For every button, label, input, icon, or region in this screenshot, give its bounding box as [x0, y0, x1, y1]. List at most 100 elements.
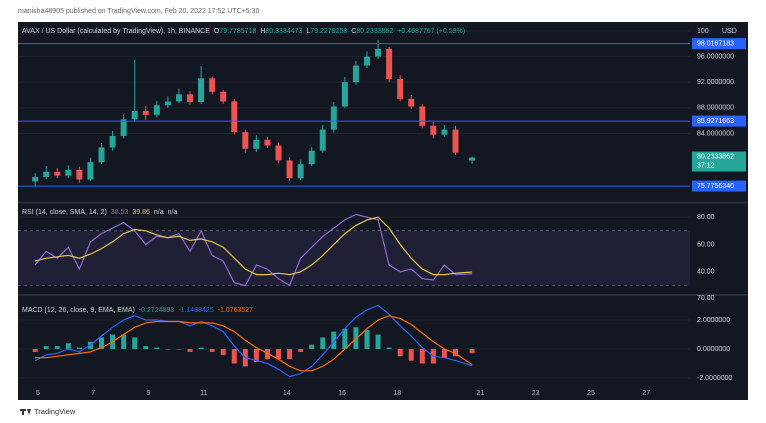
current-price-label: 80.2333862 [697, 153, 734, 160]
candle-body [308, 150, 315, 165]
histogram-bar [209, 349, 215, 352]
histogram-bar [76, 347, 82, 350]
candle-body [375, 48, 382, 57]
histogram-bar [99, 337, 105, 350]
candle-body [441, 129, 448, 135]
x-tick-label: 14 [283, 390, 291, 397]
x-tick-label: 23 [532, 390, 540, 397]
histogram-bar [331, 331, 337, 350]
legend-item: MACD (12, 26, close, 9, EMA, EMA) [22, 307, 135, 314]
x-tick-label: 7 [91, 390, 95, 397]
brand-name: TradingView [34, 407, 76, 416]
x-tick-label: 25 [587, 390, 595, 397]
x-tick-label: 5 [36, 390, 40, 397]
legend-item: 79.7785718 [219, 28, 256, 35]
x-tick-label: 16 [338, 390, 346, 397]
candle-body [43, 171, 50, 177]
legend-item: 80.3334473 [265, 28, 302, 35]
histogram-bar [132, 337, 138, 350]
candle-body [120, 119, 127, 136]
histogram-bar [253, 349, 259, 363]
legend-item: -1.0763527 [218, 307, 254, 314]
histogram-bar [65, 343, 71, 350]
y-tick-label: 100 [697, 28, 709, 35]
candle-body [175, 94, 182, 102]
candle-body [32, 176, 39, 182]
brand-logo [20, 409, 31, 415]
histogram-bar [187, 349, 193, 352]
chart-background [18, 22, 748, 400]
histogram-bar [43, 346, 49, 350]
candle-body [131, 111, 138, 120]
histogram-bar [121, 334, 127, 350]
candle-body [297, 164, 304, 179]
histogram-bar [198, 347, 204, 350]
x-tick-label: 18 [394, 390, 402, 397]
x-tick-label: 21 [476, 390, 484, 397]
legend-item: RSI (14, close, SMA, 14, 2) [22, 209, 107, 216]
histogram-bar [452, 349, 458, 357]
histogram-bar [165, 349, 171, 350]
histogram-bar [397, 349, 403, 357]
histogram-bar [469, 349, 475, 353]
y-tick-label: -2.0000000 [697, 375, 733, 382]
legend-item: 38.53 [111, 209, 129, 216]
y-tick-label: 80.00 [697, 214, 715, 221]
x-tick-label: 11 [200, 390, 207, 397]
histogram-bar [408, 349, 414, 361]
y-tick-label: 0.0000000 [697, 346, 730, 353]
histogram-bar [287, 349, 293, 360]
countdown-label: 37:12 [697, 162, 715, 169]
candle-body [242, 132, 249, 149]
legend-item: H [260, 28, 265, 35]
y-tick-label: 60.00 [697, 241, 715, 248]
candle-body [164, 101, 171, 106]
candle-body [153, 105, 160, 115]
legend-item: -1.1488425 [178, 307, 214, 314]
series-line [34, 304, 473, 378]
histogram-bar [419, 349, 425, 364]
legend: RSI (14, close, SMA, 14, 2) 38.53 39.86 n/a… [22, 209, 177, 216]
legend-item: n/a [154, 209, 164, 216]
legend-item: C [351, 28, 356, 35]
histogram-bar [220, 349, 226, 355]
legend-item: -0.2724898 [139, 307, 175, 314]
y-tick-label: 84.0000000 [697, 130, 734, 137]
candle-body [452, 129, 459, 153]
legend-item: n/a [168, 209, 178, 216]
price-line-label: 85.9271663 [697, 118, 734, 125]
y-tick-label: 88.0000000 [697, 105, 734, 112]
legend-item: +0.4687767 (+0.59%) [397, 28, 465, 35]
histogram-bar [364, 330, 370, 350]
scale-label: 70.00 [697, 295, 715, 302]
histogram-bar [264, 349, 270, 360]
candle-body [419, 106, 426, 126]
candle-body [220, 91, 227, 102]
candle-body [319, 129, 326, 151]
candle-body [408, 98, 415, 107]
legend-item: 80.2333862 [356, 28, 393, 35]
candle-body [209, 78, 216, 92]
y-tick-label: 96.0000000 [697, 53, 734, 60]
candle-body [198, 78, 205, 103]
candle-body [142, 111, 149, 115]
legend: AVAX / US Dollar (calculated by TradingV… [22, 28, 465, 35]
histogram-bar [298, 349, 304, 352]
candle-body [87, 162, 94, 180]
y-tick-label: 40.00 [697, 269, 715, 276]
legend-item: 39.86 [132, 209, 150, 216]
candle-body [98, 147, 105, 163]
x-tick-label: 9 [147, 390, 151, 397]
legend-item: L [306, 28, 310, 35]
candle-body [187, 94, 194, 103]
y-tick-label: 92.0000000 [697, 79, 734, 86]
current-price-tag [692, 151, 746, 172]
candle-body [231, 101, 238, 133]
candle-body [76, 169, 83, 180]
price-line-tag [692, 180, 746, 192]
histogram-bar [32, 349, 38, 352]
price-line-tag [692, 38, 746, 50]
price-line-tag [692, 115, 746, 127]
band [18, 230, 690, 286]
